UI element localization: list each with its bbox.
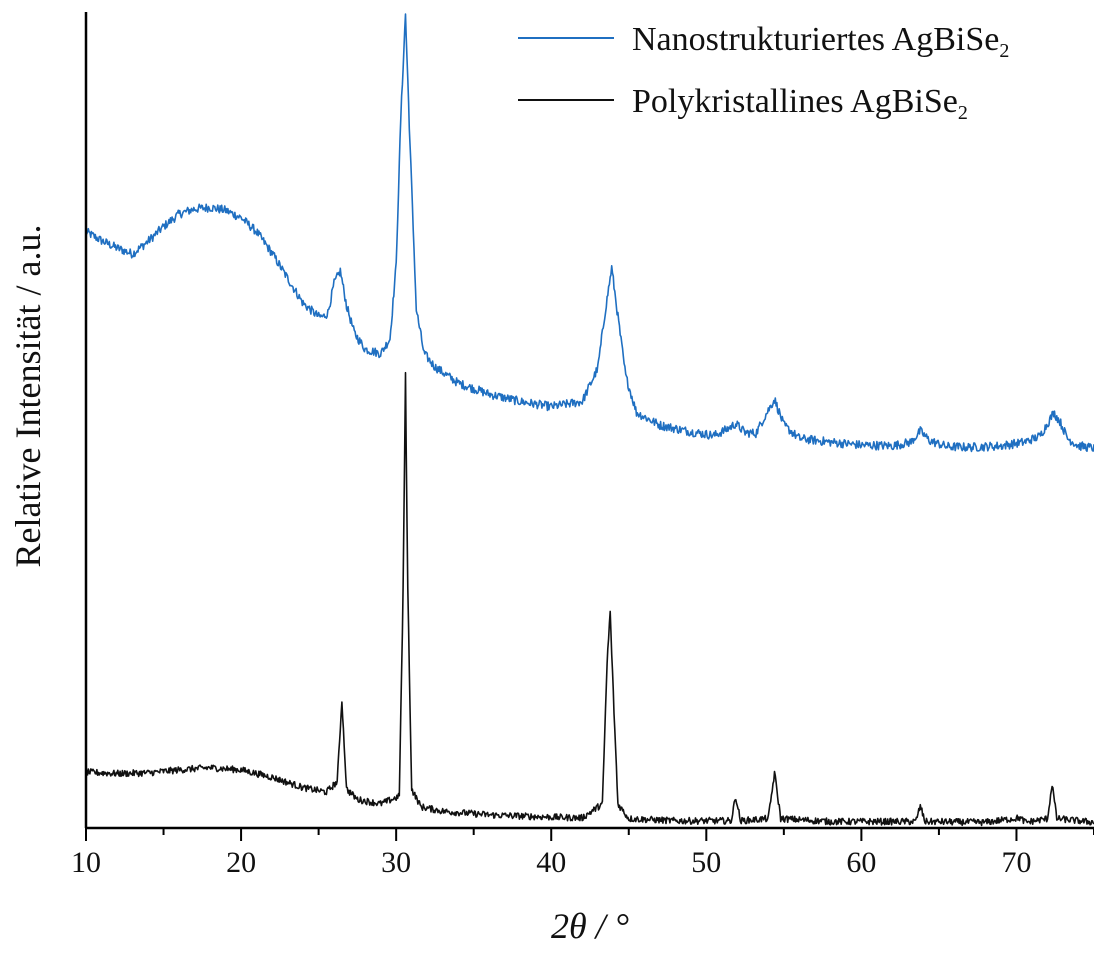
x-tick-label: 60 xyxy=(846,846,876,879)
x-axis-label: 2θ / ° xyxy=(551,906,629,946)
x-tick-label: 40 xyxy=(536,846,566,879)
plot-lines xyxy=(85,13,1094,827)
x-ticks: 10 20 30 40 50 60 70 xyxy=(71,828,1094,879)
x-tick-label: 70 xyxy=(1001,846,1031,879)
legend: Nanostrukturiertes AgBiSe2 Polykristallin… xyxy=(518,21,1009,124)
series-line-1 xyxy=(85,13,1094,453)
legend-label-2: Polykristallines AgBiSe2 xyxy=(632,83,968,124)
x-tick-label: 50 xyxy=(691,846,721,879)
x-tick-label: 20 xyxy=(226,846,256,879)
series-line-2 xyxy=(85,371,1094,827)
x-tick-label: 30 xyxy=(381,846,411,879)
y-axis-label: Relative Intensität / a.u. xyxy=(8,225,48,568)
x-tick-label: 10 xyxy=(71,846,101,879)
legend-label-1: Nanostrukturiertes AgBiSe2 xyxy=(632,21,1009,62)
